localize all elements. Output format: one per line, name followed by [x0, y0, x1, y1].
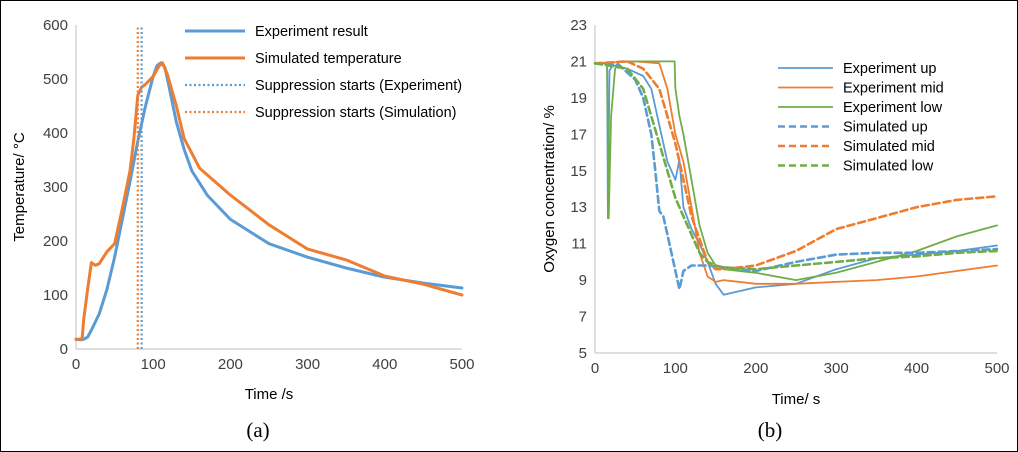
- x-tick-label: 200: [218, 356, 243, 373]
- y-tick-label: 400: [43, 125, 68, 142]
- y-tick-label: 5: [579, 345, 587, 362]
- x-tick-label: 400: [904, 360, 929, 377]
- series-line-simulated-low: [593, 62, 999, 271]
- series-line-simulated-up: [593, 62, 999, 291]
- legend-label: Suppression starts (Experiment): [255, 78, 462, 94]
- series-line-experiment-mid: [594, 60, 998, 285]
- y-tick-label: 100: [43, 287, 68, 304]
- y-tick-label: 200: [43, 233, 68, 250]
- series-line-simulated-temperature: [74, 61, 464, 341]
- legend-label: Experiment result: [255, 24, 368, 40]
- y-tick-label: 300: [43, 179, 68, 196]
- x-tick-label: 200: [743, 360, 768, 377]
- panel-b: 0 100 200 300 400 500 5 7 9 11 13 15 17 19 21 23 Time/ s…: [510, 0, 1018, 452]
- legend-label: Suppression starts (Simulation): [255, 105, 456, 121]
- y-tick-label: 13: [570, 199, 587, 216]
- y-tick-label: 0: [60, 341, 68, 358]
- x-tick-label: 500: [449, 356, 474, 373]
- legend-label: Simulated mid: [843, 139, 935, 155]
- x-axis-title: Time /s: [245, 386, 294, 403]
- y-tick-label: 17: [570, 126, 587, 143]
- series-line-experiment-low: [594, 60, 998, 281]
- y-axis-title: Temperature/ °C: [11, 132, 28, 242]
- legend-label: Experiment mid: [843, 81, 944, 97]
- y-tick-label: 500: [43, 71, 68, 88]
- caption-a: (a): [246, 418, 270, 442]
- legend-label: Experiment low: [843, 100, 943, 116]
- x-tick-label: 100: [663, 360, 688, 377]
- x-tick-label: 500: [984, 360, 1009, 377]
- y-tick-label: 7: [579, 309, 587, 326]
- x-tick-label: 400: [372, 356, 397, 373]
- y-tick-label: 19: [570, 90, 587, 107]
- panel-a: 0 100 200 300 400 500 0 100 200 300 400 500 600 Time …: [0, 0, 508, 452]
- y-tick-label: 9: [579, 272, 587, 289]
- y-tick-label: 600: [43, 17, 68, 34]
- oxygen-chart: 0 100 200 300 400 500 5 7 9 11 13 15 17 19 21 23 Time/ s…: [541, 17, 1010, 408]
- y-tick-label: 21: [570, 53, 587, 70]
- y-tick-label: 15: [570, 163, 587, 180]
- x-tick-label: 300: [295, 356, 320, 373]
- legend-label: Simulated up: [843, 120, 928, 136]
- series-line-simulated-mid: [593, 60, 999, 271]
- x-tick-label: 100: [141, 356, 166, 373]
- y-axis-title: Oxygen concentration/ %: [541, 105, 558, 273]
- x-tick-label: 300: [824, 360, 849, 377]
- x-axis-title: Time/ s: [772, 391, 821, 408]
- x-tick-label: 0: [591, 360, 599, 377]
- legend-label: Simulated temperature: [255, 51, 402, 67]
- legend-label: Experiment up: [843, 61, 937, 77]
- caption-b: (b): [757, 418, 783, 442]
- y-tick-label: 11: [571, 236, 587, 253]
- x-tick-label: 0: [72, 356, 80, 373]
- y-tick-label: 23: [570, 17, 587, 34]
- legend-label: Simulated low: [843, 159, 934, 175]
- temperature-chart: 0 100 200 300 400 500 0 100 200 300 400 500 600 Time …: [11, 17, 475, 403]
